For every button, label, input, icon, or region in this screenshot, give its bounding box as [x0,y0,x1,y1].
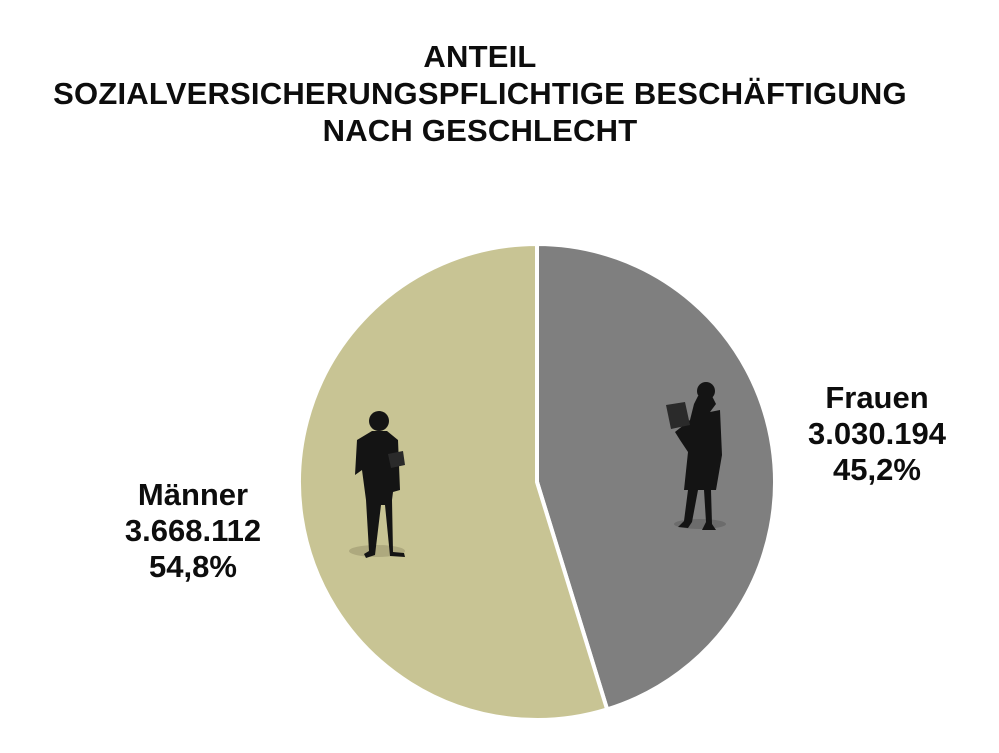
businessman-silhouette-icon [349,411,405,558]
slice-value-frauen: 3.030.194 [808,416,946,451]
slice-label-frauen: Frauen 3.030.194 45,2% [782,380,972,488]
chart-title-line-3: NACH GESCHLECHT [322,113,638,148]
chart-title-line-1: ANTEIL [423,39,537,74]
slice-percent-maenner: 54,8% [149,549,237,584]
businesswoman-silhouette-icon [666,382,726,530]
slice-value-maenner: 3.668.112 [124,513,262,548]
slice-name-maenner: Männer [137,477,249,512]
chart-title-line-2: SOZIALVERSICHERUNGSPFLICHTIGE BESCHÄFTIG… [53,76,907,111]
slice-label-maenner: Männer 3.668.112 54,8% [98,477,288,585]
pie-slice-frauen [535,242,777,712]
slice-percent-frauen: 45,2% [833,452,921,487]
chart-title: ANTEIL SOZIALVERSICHERUNGSPFLICHTIGE BES… [0,38,960,149]
pie-slice-maenner [297,242,610,722]
slice-name-frauen: Frauen [825,380,929,415]
